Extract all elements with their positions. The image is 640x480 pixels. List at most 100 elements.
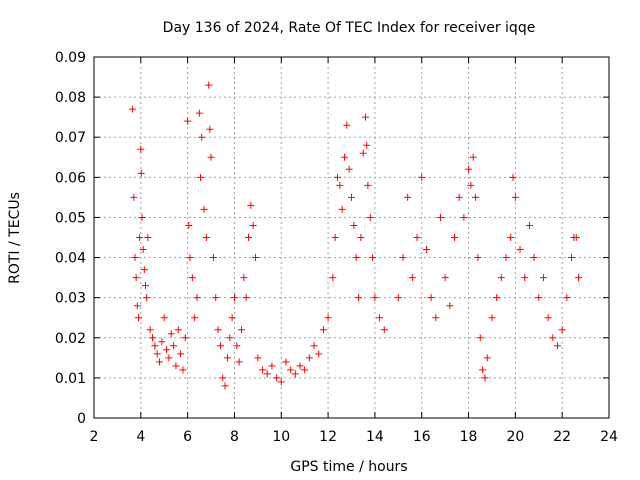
data-point — [136, 234, 144, 241]
data-point — [191, 314, 199, 322]
data-point — [331, 234, 339, 241]
data-point — [422, 246, 430, 254]
data-point — [200, 205, 208, 213]
data-point — [230, 294, 238, 302]
data-point — [254, 354, 262, 362]
data-point — [160, 314, 168, 322]
data-point — [186, 254, 194, 262]
data-point — [310, 342, 318, 350]
data-point — [134, 314, 142, 322]
data-point — [223, 354, 231, 362]
data-point — [413, 234, 421, 241]
data-point — [481, 374, 489, 382]
data-point — [345, 165, 353, 173]
data-point — [139, 246, 147, 254]
data-point — [568, 254, 576, 262]
data-point — [214, 326, 222, 334]
x-tick-label: 4 — [136, 429, 145, 445]
data-point — [185, 221, 193, 229]
data-point — [399, 254, 407, 262]
data-point — [177, 350, 185, 358]
data-point — [350, 221, 358, 229]
data-point — [228, 314, 236, 322]
data-point — [371, 294, 379, 302]
data-point — [144, 234, 152, 241]
data-point — [188, 274, 196, 282]
data-point — [530, 254, 538, 262]
data-point — [455, 193, 463, 201]
data-point — [245, 234, 252, 241]
data-point — [340, 153, 348, 161]
data-point — [474, 254, 482, 262]
data-point — [130, 193, 138, 201]
data-point — [348, 193, 355, 201]
data-point — [174, 326, 182, 334]
data-point — [516, 246, 524, 254]
data-point — [427, 294, 435, 302]
data-point — [460, 213, 468, 221]
data-point — [369, 254, 377, 262]
data-point — [240, 274, 248, 282]
data-point — [167, 330, 175, 338]
grid-lines — [94, 57, 609, 418]
data-point — [432, 314, 440, 322]
data-point — [319, 326, 327, 334]
data-point — [357, 234, 365, 241]
data-point — [441, 274, 449, 282]
data-point — [195, 109, 203, 117]
y-tick-label: 0.02 — [55, 331, 86, 347]
data-point — [158, 338, 166, 346]
data-point — [163, 346, 171, 354]
x-axis-label: GPS time / hours — [290, 459, 407, 475]
data-point — [202, 234, 210, 241]
data-point — [502, 254, 510, 262]
data-point — [206, 125, 214, 133]
y-tick-labels: 0 0.01 0.02 0.03 0.04 0.05 0.06 0.07 0.08 0.09 — [55, 50, 86, 427]
data-point — [343, 121, 351, 129]
data-point — [184, 117, 192, 125]
data-point — [364, 181, 372, 189]
data-point — [179, 366, 187, 374]
data-point — [277, 378, 285, 386]
data-point — [539, 274, 547, 282]
data-point — [558, 326, 566, 334]
data-point — [205, 81, 213, 89]
y-tick-label: 0.04 — [55, 251, 86, 267]
data-point — [338, 205, 346, 213]
data-point — [509, 173, 517, 181]
data-point — [525, 221, 533, 229]
data-point — [572, 234, 580, 241]
data-point — [132, 274, 140, 282]
data-point — [137, 145, 145, 153]
data-point — [226, 334, 234, 342]
data-point — [143, 294, 151, 302]
data-point — [479, 366, 487, 374]
data-point — [237, 326, 245, 334]
data-point — [329, 274, 337, 282]
data-point — [336, 181, 344, 189]
data-point — [575, 274, 583, 282]
y-tick-label: 0.09 — [55, 50, 86, 66]
data-point — [138, 213, 146, 221]
data-point — [476, 334, 484, 342]
x-tick-label: 2 — [90, 429, 99, 445]
data-point — [324, 314, 332, 322]
data-point — [366, 213, 374, 221]
data-point — [197, 173, 205, 181]
y-axis-label: ROTI / TECUs — [7, 192, 23, 284]
data-point — [446, 302, 454, 310]
data-point — [465, 165, 473, 173]
x-tick-label: 20 — [506, 429, 524, 445]
data-point — [436, 213, 444, 221]
data-point — [142, 282, 149, 290]
data-point — [362, 113, 370, 121]
data-point — [207, 153, 215, 161]
data-point — [137, 169, 145, 177]
data-point — [549, 334, 557, 342]
data-point — [469, 153, 477, 161]
data-point — [252, 254, 260, 262]
data-point — [408, 274, 416, 282]
data-point — [242, 294, 250, 302]
data-point — [363, 141, 371, 149]
data-point — [544, 314, 552, 322]
